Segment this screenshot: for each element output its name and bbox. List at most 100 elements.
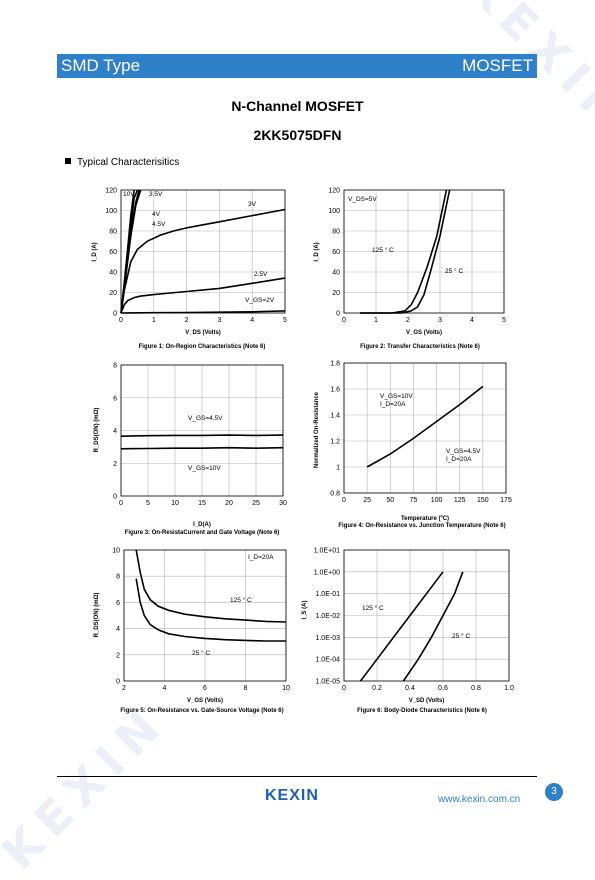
series-annotation: V_DS=5V [348,196,377,203]
series-annotation: I_D=20A [248,554,274,561]
plot-frame [123,549,287,682]
chart-1 [120,189,286,314]
x-tick-label: 10 [282,685,290,692]
x-tick-label: 5 [283,317,287,324]
figure-caption: Figure 3: On-ResistaCurrent and Gate Vol… [125,530,280,536]
x-tick-label: 4 [163,685,167,692]
series-line [366,385,484,468]
x-tick-label: 2 [122,685,126,692]
x-tick-label: 5 [146,500,150,507]
series-line [120,310,286,314]
y-tick-label: 20 [109,290,117,297]
y-axis-label: I_D (A) [314,242,320,261]
header-banner: SMD Type MOSFET [57,54,537,78]
y-tick-label: 0 [116,679,120,686]
section-heading: Typical Characterisitics [65,157,179,168]
x-tick-label: 25 [252,500,260,507]
section-heading-text: Typical Characterisitics [77,157,180,168]
y-tick-label: 8 [113,363,117,370]
series-line [359,571,444,682]
y-tick-label: 40 [109,270,117,277]
footer-url[interactable]: www.kexin.com.cn [438,794,521,805]
x-tick-label: 175 [500,497,512,504]
y-tick-label: 4 [113,428,117,435]
x-axis-label: V_SD (Volts) [409,698,445,704]
y-tick-label: 120 [105,188,117,195]
series-line [120,434,284,437]
series-line [135,578,286,642]
y-tick-label: 1.0E-03 [315,635,340,642]
x-tick-label: 0 [342,317,346,324]
x-axis-label: V_GS (Volts) [187,698,223,704]
header-right: MOSFET [462,56,533,75]
figure-caption: Figure 6: Body-Diode Characteristics (No… [357,708,487,714]
x-tick-label: 100 [431,497,443,504]
series-line [360,189,451,314]
x-tick-label: 0 [342,497,346,504]
page-title: N-Channel MOSFET [231,98,364,114]
series-annotation: 25 ° C [452,632,470,640]
x-tick-label: 0.8 [471,685,481,692]
figure-caption: Figure 2: Transfer Characteristics (Note… [360,344,480,350]
x-tick-label: 0.2 [372,685,382,692]
y-tick-label: 80 [109,229,117,236]
series-annotation: 4.5V [152,221,166,228]
x-axis-label: I_D(A) [193,522,211,528]
x-tick-label: 2 [185,317,189,324]
y-tick-label: 1 [336,465,340,472]
y-tick-label: 10 [112,548,120,555]
series-line [120,208,286,314]
y-tick-label: 1.0E-02 [315,613,340,620]
series-annotation: 10V [123,191,135,198]
series-annotation: V_GS=10V [188,465,221,472]
y-tick-label: 1.0E-05 [315,679,340,686]
x-tick-label: 3 [217,317,221,324]
y-tick-label: 1.0E-04 [315,657,340,664]
y-tick-label: 20 [332,290,340,297]
x-tick-label: 4 [250,317,254,324]
x-tick-label: 0 [119,317,123,324]
x-tick-label: 8 [244,685,248,692]
y-tick-label: 40 [332,270,340,277]
x-tick-label: 75 [410,497,418,504]
x-tick-label: 4 [470,317,474,324]
x-tick-label: 1 [374,317,378,324]
series-annotation: 125 ° C [372,246,394,254]
series-annotation: V_GS=2V [245,297,275,304]
y-tick-label: 1.2 [330,439,340,446]
series-annotation: I_D=20A [380,401,406,408]
x-axis-label: V_DS (Volts) [185,330,221,336]
x-tick-label: 25 [363,497,371,504]
series-line [120,189,139,314]
y-axis-label: R_DS(ON) (mΩ) [94,408,100,453]
y-tick-label: 100 [328,208,340,215]
series-annotation: 4V [152,211,161,218]
y-tick-label: 2 [116,652,120,659]
page-number-badge: 3 [545,783,563,801]
y-tick-label: 8 [116,574,120,581]
x-tick-label: 0.6 [438,685,448,692]
series-annotation: 3V [248,201,257,208]
plot-frame [343,189,505,314]
chart-5 [123,549,287,682]
x-tick-label: 15 [198,500,206,507]
series-annotation: 2.5V [254,271,268,278]
x-tick-label: 30 [279,500,287,507]
x-tick-label: 3 [438,317,442,324]
series-annotation: I_D=20A [446,456,472,463]
x-tick-label: 150 [477,497,489,504]
y-axis-label: I_S (A) [302,600,308,619]
figure-caption: Figure 1: On-Region Characteristics (Not… [139,344,266,350]
y-tick-label: 0 [113,311,117,318]
chart-6 [343,549,510,682]
series-annotation: V_GS=4.5V [188,415,223,422]
y-tick-label: 60 [332,249,340,256]
y-tick-label: 100 [105,208,117,215]
plot-frame [343,362,507,494]
series-annotation: 125 ° C [230,596,252,604]
x-axis-label: V_GS (Volts) [406,330,442,336]
y-tick-label: 6 [116,600,120,607]
chart-3 [120,364,284,497]
series-line [135,549,287,623]
